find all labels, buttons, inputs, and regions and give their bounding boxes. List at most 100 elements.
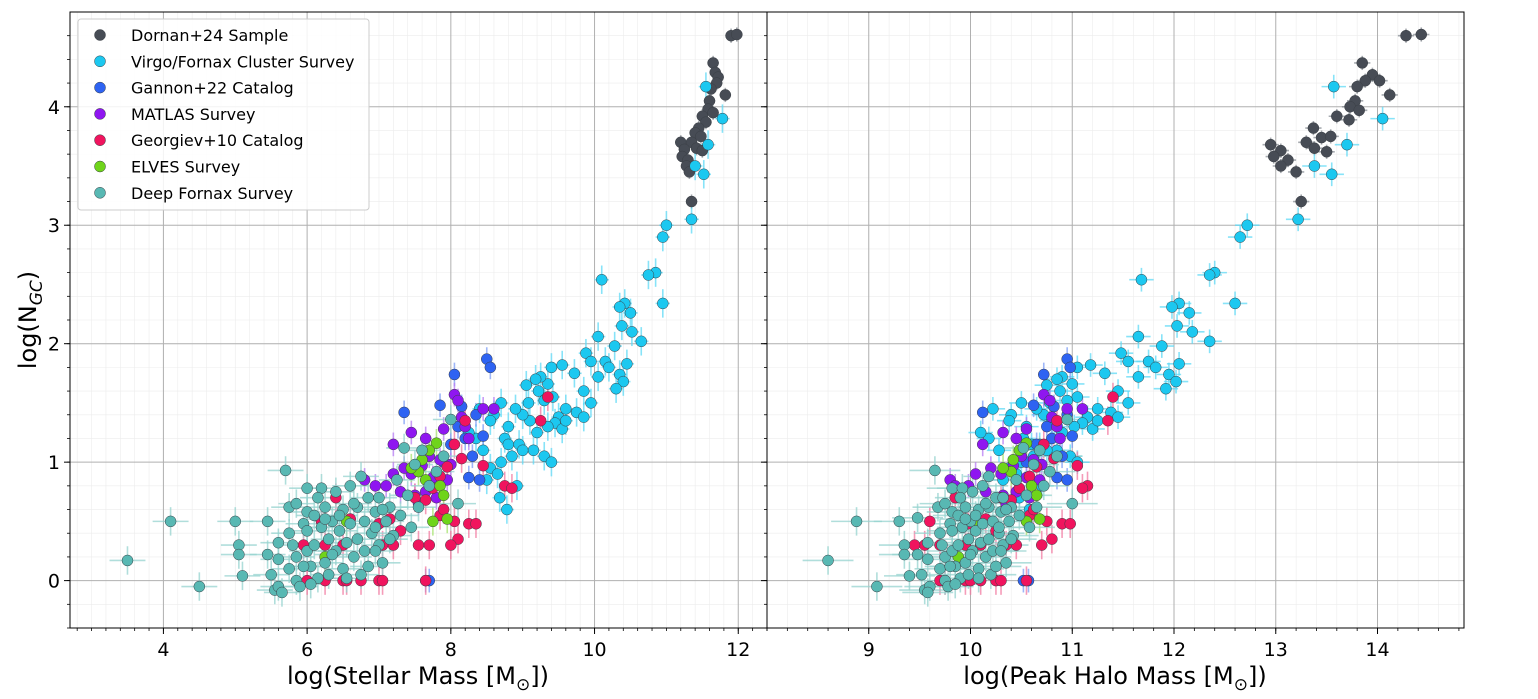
data-point — [1086, 423, 1099, 435]
data-point — [956, 482, 969, 494]
data-point — [369, 480, 382, 492]
data-point — [294, 580, 306, 593]
legend-marker — [94, 55, 106, 68]
data-point — [434, 399, 446, 412]
data-point — [911, 548, 924, 561]
data-point — [954, 491, 967, 504]
data-point — [1241, 219, 1254, 231]
data-point — [121, 554, 134, 567]
data-point — [568, 367, 581, 380]
data-point — [1351, 80, 1363, 93]
data-point — [689, 160, 701, 172]
legend-label: Virgo/Fornax Cluster Survey — [131, 52, 354, 71]
data-point — [903, 570, 916, 582]
data-point — [401, 489, 414, 502]
data-point — [477, 444, 489, 457]
data-point — [384, 533, 396, 545]
data-point — [962, 568, 975, 581]
data-point — [922, 553, 934, 566]
data-point — [532, 385, 545, 397]
data-point — [976, 480, 989, 492]
data-point — [610, 382, 622, 395]
data-point — [348, 551, 360, 563]
data-point — [376, 557, 389, 569]
data-point — [1320, 146, 1333, 158]
legend: Dornan+24 Sample Virgo/Fornax Cluster Sur… — [77, 18, 370, 211]
data-point — [473, 474, 486, 486]
data-point — [1264, 138, 1277, 151]
data-point — [1030, 489, 1043, 502]
data-point — [1132, 371, 1145, 383]
data-point — [1030, 501, 1043, 513]
data-point — [509, 403, 522, 415]
data-point — [1149, 361, 1162, 374]
legend-marker — [94, 160, 106, 173]
data-point — [964, 548, 977, 561]
data-point — [822, 554, 834, 567]
data-point — [608, 340, 621, 352]
data-point — [312, 491, 324, 504]
data-point — [398, 406, 410, 419]
data-point — [969, 468, 982, 480]
data-point — [952, 539, 965, 551]
data-point — [936, 539, 948, 551]
data-point — [1353, 104, 1365, 117]
data-point — [1376, 112, 1389, 125]
x-tick-label: 4 — [157, 639, 169, 661]
data-point — [997, 491, 1009, 504]
data-point — [944, 560, 956, 573]
data-point — [531, 426, 543, 439]
legend-marker — [94, 187, 106, 199]
data-point — [441, 461, 453, 473]
data-point — [976, 406, 989, 419]
x-tick-label: 10 — [958, 639, 982, 661]
data-point — [1020, 423, 1033, 435]
data-point — [391, 474, 403, 486]
data-point — [501, 503, 513, 516]
data-point — [617, 375, 630, 388]
data-point — [1020, 489, 1033, 502]
data-point — [1017, 442, 1030, 454]
data-point — [405, 521, 418, 534]
data-point — [1300, 136, 1313, 149]
data-point — [1331, 110, 1343, 122]
data-point — [1035, 539, 1048, 551]
data-point — [477, 403, 489, 415]
ticks-right: 9 10 11 12 13 14 — [761, 35, 1460, 661]
data-point — [348, 497, 360, 510]
data-point — [1166, 301, 1178, 313]
data-point — [495, 456, 507, 468]
data-point — [685, 213, 698, 226]
data-point — [502, 420, 515, 433]
data-point — [980, 497, 992, 510]
data-point — [542, 391, 554, 403]
data-point — [322, 533, 335, 545]
data-point — [1023, 521, 1036, 534]
data-point — [1359, 74, 1372, 87]
data-point — [592, 330, 604, 343]
legend-label: Georgiev+10 Catalog — [131, 131, 304, 150]
data-point — [1003, 414, 1015, 427]
legend-label: Gannon+22 Catalog — [131, 79, 294, 98]
data-point — [657, 297, 669, 310]
data-point — [850, 515, 863, 528]
y-tick-label: 3 — [48, 215, 60, 237]
data-point — [437, 423, 450, 435]
data-point — [1163, 368, 1175, 381]
data-point — [1115, 347, 1127, 359]
data-point — [1044, 394, 1056, 407]
data-point — [997, 426, 1009, 439]
data-point — [362, 560, 374, 573]
data-point — [1041, 420, 1053, 433]
data-point — [1400, 29, 1412, 42]
points-right — [822, 28, 1428, 599]
x-tick-label: 11 — [1060, 639, 1084, 661]
data-point — [1000, 503, 1012, 516]
data-point — [997, 462, 1009, 474]
data-point — [164, 515, 177, 528]
data-point — [987, 403, 999, 415]
x-tick-label: 9 — [863, 639, 875, 661]
data-point — [448, 438, 461, 451]
data-point — [1027, 458, 1040, 471]
